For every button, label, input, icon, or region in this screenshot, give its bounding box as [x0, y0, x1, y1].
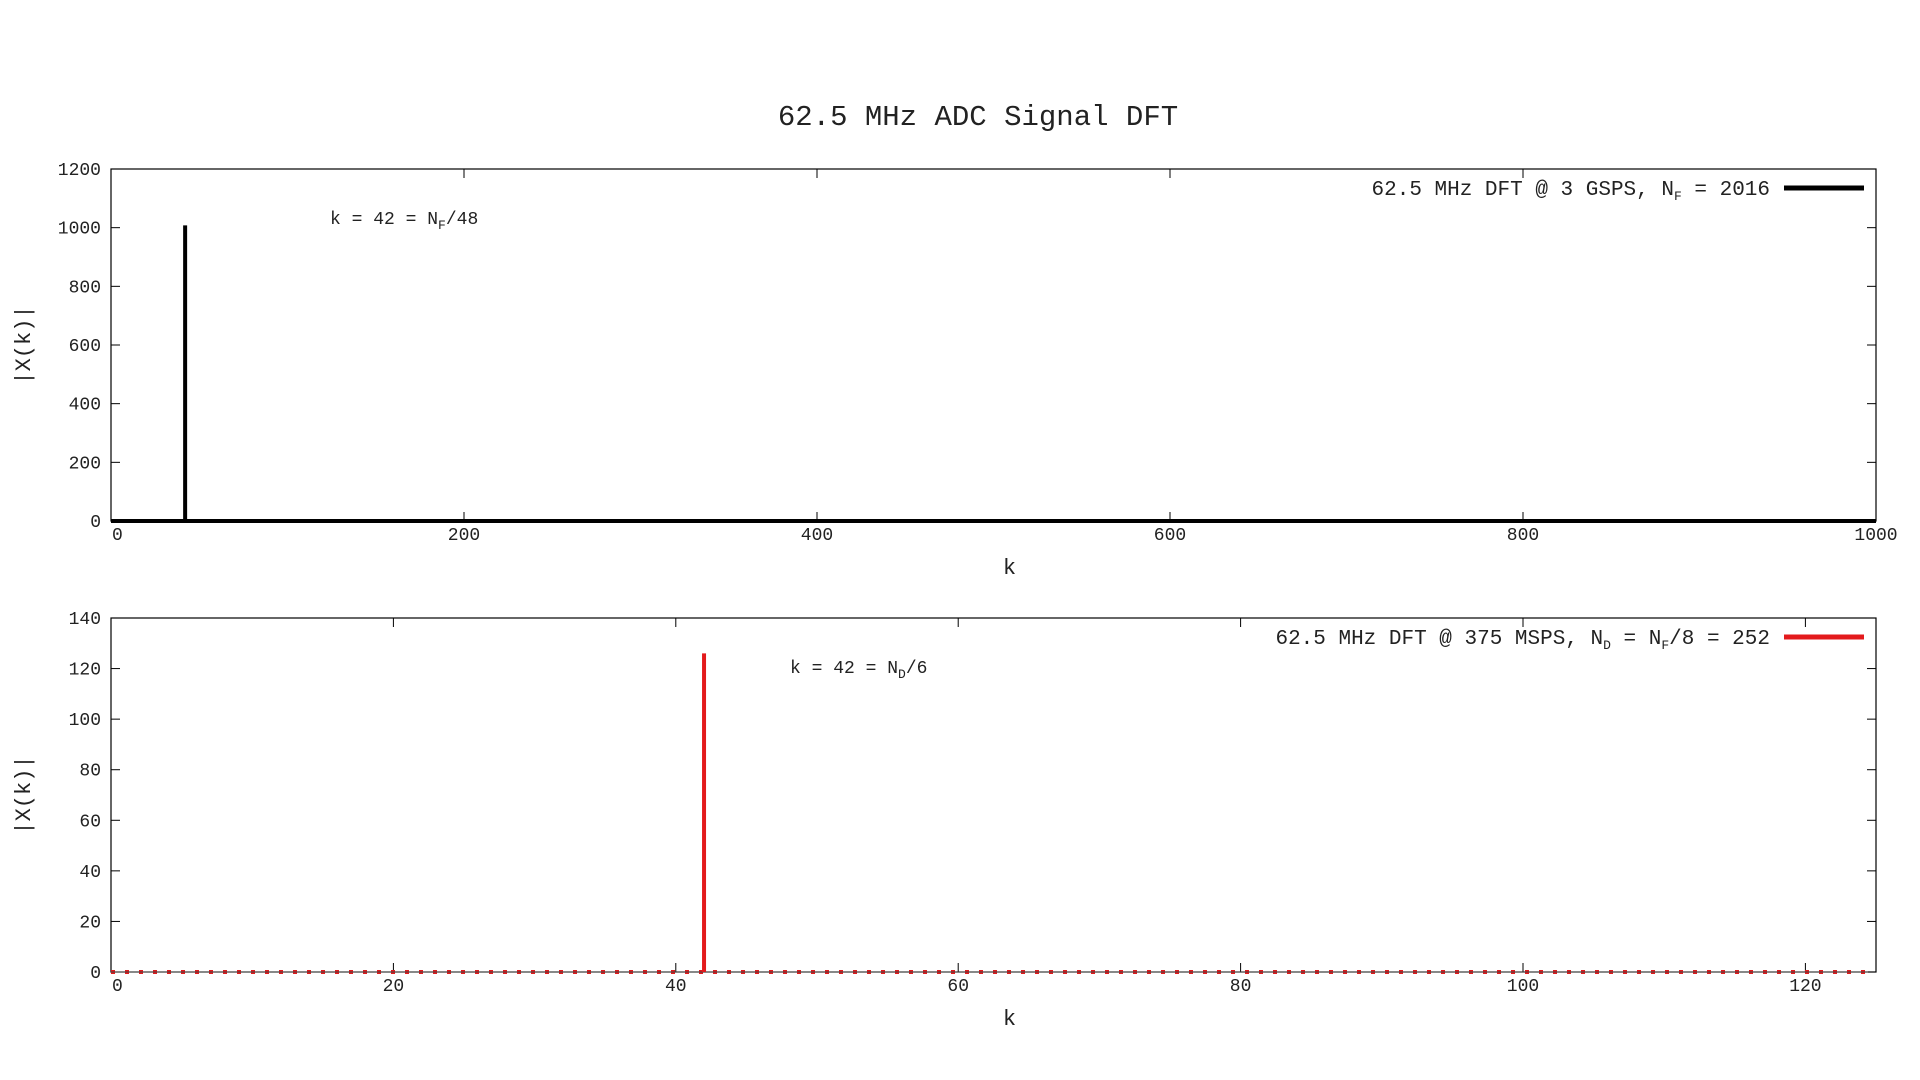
x-tick-label: 100 [1507, 977, 1539, 997]
peak-annotation: k = 42 = NF/48 [330, 210, 478, 233]
peak-annotation: k = 42 = ND/6 [790, 659, 927, 682]
plot-bottom: 0 20 40 60 80 100 120 0 20 40 60 80 100 120 140 k |X(k)|… [12, 610, 1877, 1032]
x-tick-label: 800 [1507, 526, 1539, 546]
y-tick-label: 0 [90, 513, 101, 533]
x-tick-label: 400 [801, 526, 833, 546]
x-tick-label: 40 [665, 977, 687, 997]
subscript: D [1603, 638, 1611, 653]
subscript: F [1674, 189, 1682, 204]
y-tick-label: 60 [79, 812, 101, 832]
y-tick-label: 1200 [58, 161, 101, 181]
x-axis-label: k [1003, 556, 1016, 581]
text-part: /8 = 252 [1669, 628, 1770, 651]
x-tick-label: 80 [1230, 977, 1252, 997]
y-tick-label: 100 [69, 711, 101, 731]
text-part: = N [1611, 628, 1661, 651]
text-part: /6 [906, 659, 928, 679]
y-axis-label: |X(k)| [12, 305, 37, 384]
y-tick-label: 1000 [58, 220, 101, 240]
y-tick-label: 20 [79, 913, 101, 933]
subscript: F [438, 218, 446, 233]
subscript: D [898, 667, 906, 682]
x-axis-label: k [1003, 1007, 1016, 1032]
x-tick-label: 600 [1154, 526, 1186, 546]
text-part: 62.5 MHz DFT @ 3 GSPS, N [1372, 179, 1674, 202]
text-part: = 2016 [1682, 179, 1770, 202]
subscript: F [1661, 638, 1669, 653]
x-tick-label: 120 [1789, 977, 1821, 997]
figure-title: 62.5 MHz ADC Signal DFT [778, 101, 1178, 134]
y-tick-label: 400 [69, 396, 101, 416]
text-part: k = 42 = N [790, 659, 898, 679]
y-tick-label: 0 [90, 964, 101, 984]
text-part: /48 [446, 210, 478, 230]
legend-entry: 62.5 MHz DFT @ 3 GSPS, NF = 2016 [1372, 179, 1770, 204]
x-tick-label: 200 [448, 526, 480, 546]
y-tick-label: 600 [69, 337, 101, 357]
y-tick-label: 80 [79, 762, 101, 782]
x-tick-label: 60 [947, 977, 969, 997]
y-tick-label: 800 [69, 278, 101, 298]
x-tick-label: 20 [383, 977, 405, 997]
x-tick-label: 0 [112, 977, 123, 997]
plot-frame [110, 617, 1877, 973]
y-tick-label: 40 [79, 863, 101, 883]
y-tick-label: 200 [69, 454, 101, 474]
text-part: 62.5 MHz DFT @ 375 MSPS, N [1275, 628, 1603, 651]
x-tick-label: 0 [112, 526, 123, 546]
text-part: k = 42 = N [330, 210, 438, 230]
x-tick-label: 1000 [1854, 526, 1897, 546]
y-tick-label: 120 [69, 661, 101, 681]
y-axis-label: |X(k)| [12, 755, 37, 834]
y-tick-label: 140 [69, 610, 101, 630]
plot-top: 0 200 400 600 800 1000 0 200 400 600 800 1000 1200 k |… [12, 161, 1898, 581]
legend-entry: 62.5 MHz DFT @ 375 MSPS, ND = NF/8 = 252 [1275, 628, 1770, 653]
